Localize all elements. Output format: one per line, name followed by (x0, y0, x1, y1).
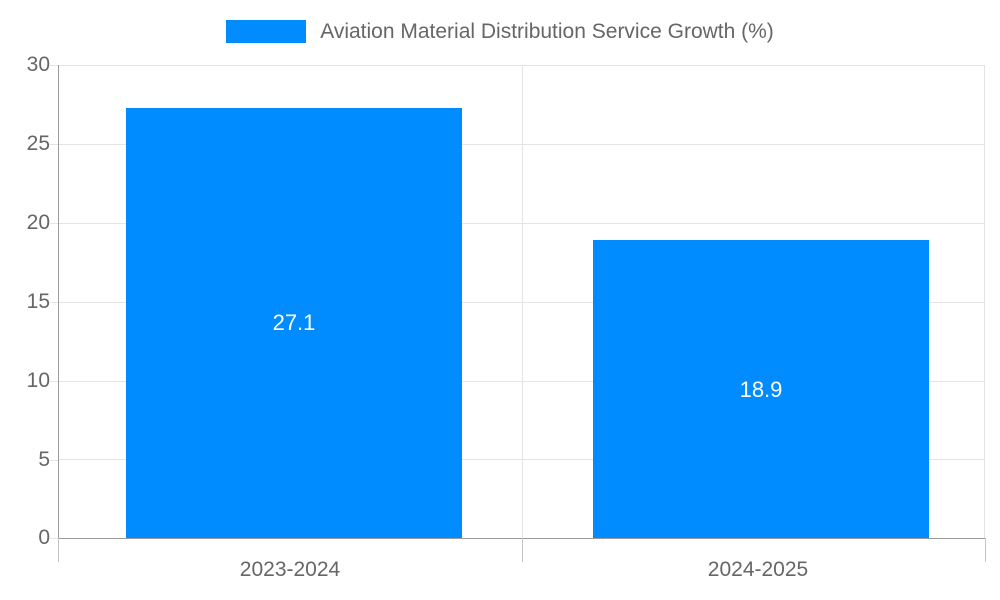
y-tick-mark-20 (50, 223, 58, 224)
legend-label-series-1[interactable]: Aviation Material Distribution Service G… (320, 19, 774, 43)
gridline-category-boundary (522, 65, 523, 538)
x-axis-tick-start (58, 538, 59, 562)
plot-area: 27.1 18.9 (58, 65, 985, 538)
gridline-plot-right-edge (984, 65, 985, 538)
y-tick-mark-5 (50, 460, 58, 461)
y-tick-mark-30 (50, 65, 58, 66)
x-tick-label-2024-2025: 2024-2025 (707, 558, 809, 581)
y-tick-label-10: 10 (26, 369, 50, 392)
gridline-y-5 (58, 459, 985, 460)
x-tick-label-2023-2024: 2023-2024 (239, 558, 341, 581)
gridline-y-25 (58, 144, 985, 145)
y-tick-label-25: 25 (26, 132, 50, 155)
bar-value-2024-2025: 18.9 (739, 377, 783, 402)
y-tick-mark-15 (50, 302, 58, 303)
x-axis-tick-boundary (522, 538, 523, 562)
y-tick-label-0: 0 (38, 526, 50, 549)
chart-legend: Aviation Material Distribution Service G… (0, 14, 1000, 48)
x-axis-tick-end (985, 538, 986, 562)
gridline-y-30 (58, 65, 985, 66)
gridline-y-20 (58, 223, 985, 224)
legend-swatch-series-1[interactable] (226, 19, 307, 43)
bar-2023-2024[interactable] (126, 108, 462, 538)
y-tick-mark-10 (50, 381, 58, 382)
y-tick-label-30: 30 (26, 53, 50, 76)
bar-2024-2025[interactable] (593, 240, 929, 538)
gridline-y-15 (58, 302, 985, 303)
y-tick-mark-25 (50, 144, 58, 145)
y-tick-mark-0 (50, 538, 58, 539)
y-tick-label-20: 20 (26, 211, 50, 234)
y-axis-tick-labels: 30 25 20 15 10 5 0 (0, 0, 58, 600)
y-tick-label-5: 5 (38, 448, 50, 471)
y-axis-line (58, 65, 59, 538)
x-axis-line (58, 538, 985, 539)
y-tick-label-15: 15 (26, 290, 50, 313)
gridline-y-10 (58, 381, 985, 382)
bar-value-2023-2024: 27.1 (272, 310, 316, 335)
